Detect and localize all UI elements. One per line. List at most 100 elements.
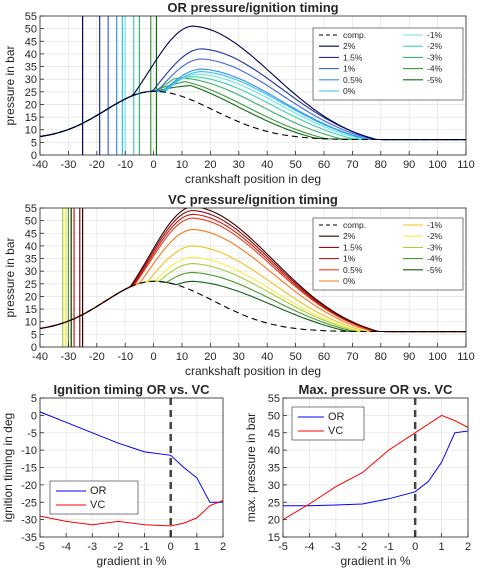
panel-vc: -40 -30 -20 -10 0 10 20 30 40 50 60 70 80 90 100 110051… bbox=[3, 192, 475, 378]
y-tick-label: 0 bbox=[31, 150, 37, 162]
legend-label: 0.5% bbox=[343, 265, 363, 275]
x-tick-label: -10 bbox=[117, 159, 133, 171]
y-tick-label: 40 bbox=[25, 241, 37, 253]
y-tick-label: 10 bbox=[25, 125, 37, 137]
y-tick-label: 15 bbox=[25, 304, 37, 316]
y-tick-label: 45 bbox=[268, 428, 280, 440]
x-tick-label: -20 bbox=[89, 159, 105, 171]
legend-box bbox=[312, 217, 464, 291]
x-tick-label: -4 bbox=[61, 541, 71, 553]
x-tick-label: 100 bbox=[428, 351, 446, 363]
chart-title: Max. pressure OR vs. VC bbox=[299, 382, 454, 397]
y-tick-label: 50 bbox=[268, 410, 280, 422]
x-tick-label: 100 bbox=[428, 159, 446, 171]
axes-box bbox=[39, 207, 467, 348]
legend: OR VC bbox=[49, 480, 139, 515]
legend-label: 2% bbox=[343, 41, 356, 51]
y-axis-label: ignition timing in deg bbox=[1, 413, 15, 522]
x-tick-label: 80 bbox=[375, 159, 387, 171]
legend-label: -5% bbox=[427, 75, 443, 85]
legend-label: 0% bbox=[343, 276, 356, 286]
x-tick-label: 30 bbox=[233, 351, 245, 363]
legend-box bbox=[49, 480, 139, 515]
legend-label: -3% bbox=[427, 52, 443, 62]
x-tick-label: -5 bbox=[35, 541, 45, 553]
series-line-OR bbox=[40, 411, 223, 503]
plot-area bbox=[40, 208, 466, 347]
panel-ign: -5 -4 -3 -2 -1 0 1 2-35-30-25-20-15-10-505Ignit… bbox=[1, 382, 226, 568]
legend-label: -2% bbox=[427, 41, 443, 51]
y-tick-label: 10 bbox=[25, 317, 37, 329]
y-tick-label: -20 bbox=[21, 480, 37, 492]
y-tick-label: 55 bbox=[268, 393, 280, 405]
y-tick-label: 55 bbox=[25, 11, 37, 23]
x-axis-label: crankshaft position in deg bbox=[185, 172, 321, 186]
x-tick-label: 90 bbox=[403, 159, 415, 171]
y-tick-label: 25 bbox=[25, 279, 37, 291]
legend-label: 1.5% bbox=[343, 242, 363, 252]
legend-box bbox=[291, 406, 365, 441]
y-tick-label: 40 bbox=[25, 49, 37, 61]
y-tick-label: 5 bbox=[31, 393, 37, 405]
series-line-OR bbox=[283, 430, 468, 507]
x-tick-label: 20 bbox=[204, 159, 216, 171]
y-tick-label: 30 bbox=[25, 266, 37, 278]
x-tick-label: 60 bbox=[318, 351, 330, 363]
x-tick-label: -3 bbox=[87, 541, 97, 553]
legend-box bbox=[312, 27, 464, 101]
y-tick-label: -5 bbox=[27, 428, 37, 440]
x-tick-label: 70 bbox=[346, 351, 358, 363]
y-axis-label: pressure in bar bbox=[3, 45, 17, 125]
compression-line bbox=[40, 280, 466, 333]
x-tick-label: -3 bbox=[331, 541, 341, 553]
y-tick-label: 55 bbox=[25, 203, 37, 215]
x-tick-label: -30 bbox=[60, 159, 76, 171]
x-tick-label: 70 bbox=[346, 159, 358, 171]
axes-box bbox=[39, 15, 467, 156]
y-tick-label: 30 bbox=[268, 480, 280, 492]
legend-label: 0% bbox=[343, 86, 356, 96]
legend-label: -1% bbox=[427, 220, 443, 230]
x-tick-label: 50 bbox=[289, 159, 301, 171]
y-tick-label: 30 bbox=[25, 74, 37, 86]
legend-label: comp. bbox=[343, 220, 366, 230]
legend-label: 2% bbox=[343, 231, 356, 241]
x-tick-label: 2 bbox=[465, 541, 471, 553]
y-tick-label: 5 bbox=[31, 329, 37, 341]
chart-title: VC pressure/ignition timing bbox=[168, 192, 338, 207]
series-line-VC bbox=[40, 500, 223, 527]
x-tick-label: 10 bbox=[176, 159, 188, 171]
x-tick-label: 60 bbox=[318, 159, 330, 171]
legend-label: 0.5% bbox=[343, 75, 363, 85]
x-tick-label: 40 bbox=[261, 351, 273, 363]
x-tick-label: -40 bbox=[32, 159, 48, 171]
chart-title: Ignition timing OR vs. VC bbox=[54, 382, 211, 397]
legend-label: -1% bbox=[427, 30, 443, 40]
x-tick-label: -40 bbox=[32, 351, 48, 363]
series-line-VC bbox=[283, 414, 468, 521]
y-tick-label: -35 bbox=[21, 532, 37, 544]
y-tick-label: 5 bbox=[31, 137, 37, 149]
x-tick-label: -30 bbox=[60, 351, 76, 363]
x-tick-label: -2 bbox=[357, 541, 367, 553]
y-tick-label: 20 bbox=[268, 515, 280, 527]
y-tick-label: 35 bbox=[268, 463, 280, 475]
x-tick-label: 50 bbox=[289, 351, 301, 363]
legend-label: 1% bbox=[343, 254, 356, 264]
y-tick-label: 35 bbox=[25, 62, 37, 74]
legend-label: OR bbox=[328, 411, 345, 423]
legend-label: comp. bbox=[343, 30, 366, 40]
x-tick-label: 1 bbox=[194, 541, 200, 553]
y-tick-label: 25 bbox=[268, 497, 280, 509]
x-axis-label: crankshaft position in deg bbox=[185, 364, 321, 378]
panel-maxp: -5 -4 -3 -2 -1 0 1 2 15 20 25 30 35 40 45 50 55 Max. pres… bbox=[244, 382, 471, 568]
x-tick-label: -10 bbox=[117, 351, 133, 363]
legend: OR VC bbox=[291, 406, 365, 441]
x-tick-label: 110 bbox=[457, 159, 475, 171]
y-tick-label: -30 bbox=[21, 515, 37, 527]
legend-label: 1.5% bbox=[343, 52, 363, 62]
y-tick-label: 0 bbox=[31, 410, 37, 422]
x-tick-label: -5 bbox=[278, 541, 288, 553]
x-tick-label: 40 bbox=[261, 159, 273, 171]
